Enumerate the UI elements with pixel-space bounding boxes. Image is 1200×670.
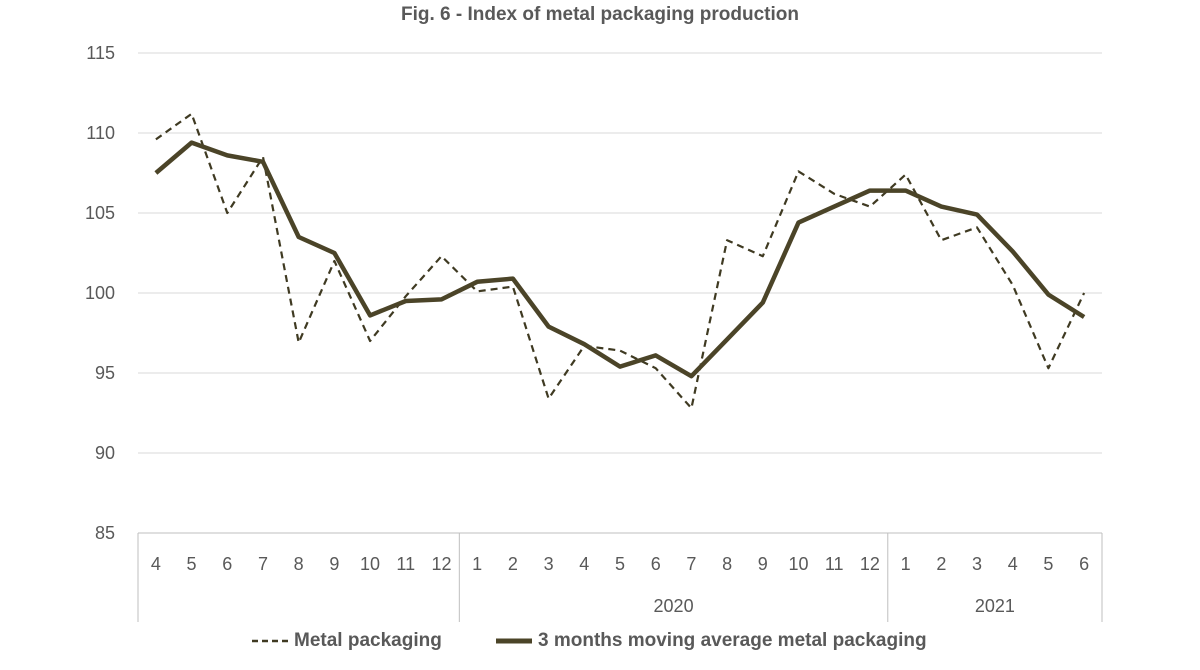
x-tick-label: 7 bbox=[258, 554, 268, 574]
x-tick-label: 8 bbox=[722, 554, 732, 574]
x-tick-label: 1 bbox=[472, 554, 482, 574]
x-tick-label: 2 bbox=[508, 554, 518, 574]
y-tick-label: 95 bbox=[95, 363, 115, 383]
y-tick-label: 90 bbox=[95, 443, 115, 463]
series-line-moving-average bbox=[154, 140, 1086, 379]
x-tick-label: 7 bbox=[686, 554, 696, 574]
y-tick-label: 110 bbox=[86, 123, 115, 143]
x-tick-label: 9 bbox=[758, 554, 768, 574]
year-group-label: 2020 bbox=[654, 596, 694, 616]
solid-line-swatch-icon bbox=[496, 638, 532, 644]
y-tick-label: 105 bbox=[85, 203, 115, 223]
x-tick-label: 6 bbox=[651, 554, 661, 574]
legend: Metal packaging 3 months moving average … bbox=[0, 630, 1200, 660]
x-tick-label: 9 bbox=[329, 554, 339, 574]
x-tick-label: 6 bbox=[1079, 554, 1089, 574]
x-tick-label: 4 bbox=[1008, 554, 1018, 574]
y-tick-label: 85 bbox=[95, 523, 115, 543]
y-tick-label: 115 bbox=[86, 43, 115, 63]
x-tick-label: 3 bbox=[544, 554, 554, 574]
x-tick-label: 4 bbox=[579, 554, 589, 574]
x-tick-label: 5 bbox=[187, 554, 197, 574]
x-tick-label: 11 bbox=[396, 554, 415, 574]
legend-label: Metal packaging bbox=[294, 630, 442, 651]
legend-label: 3 months moving average metal packaging bbox=[538, 630, 927, 651]
x-tick-label: 6 bbox=[222, 554, 232, 574]
y-tick-label: 100 bbox=[85, 283, 115, 303]
x-tick-label: 8 bbox=[294, 554, 304, 574]
series-line-metal-packaging bbox=[155, 112, 1086, 410]
x-tick-label: 5 bbox=[1043, 554, 1053, 574]
x-tick-label: 3 bbox=[972, 554, 982, 574]
x-tick-label: 10 bbox=[360, 554, 380, 574]
x-tick-label: 5 bbox=[615, 554, 625, 574]
x-tick-label: 1 bbox=[901, 554, 911, 574]
x-tick-label: 11 bbox=[825, 554, 844, 574]
legend-item-moving-average: 3 months moving average metal packaging bbox=[496, 630, 927, 652]
legend-item-metal-packaging: Metal packaging bbox=[252, 630, 442, 652]
dashed-line-swatch-icon bbox=[252, 639, 288, 643]
x-tick-label: 12 bbox=[860, 554, 880, 574]
chart-title: Fig. 6 - Index of metal packaging produc… bbox=[401, 4, 799, 25]
x-tick-label: 2 bbox=[936, 554, 946, 574]
x-tick-label: 12 bbox=[431, 554, 451, 574]
x-tick-label: 10 bbox=[789, 554, 809, 574]
year-group-label: 2021 bbox=[975, 596, 1015, 616]
x-tick-label: 4 bbox=[151, 554, 161, 574]
